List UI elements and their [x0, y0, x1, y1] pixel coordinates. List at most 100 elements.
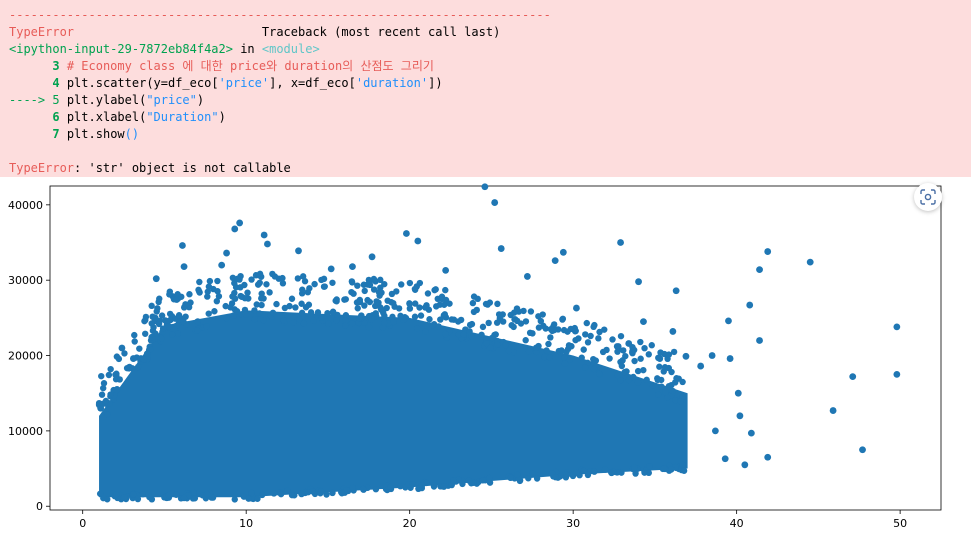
scatter-point [406, 279, 414, 287]
scatter-point [342, 312, 350, 319]
scatter-point [97, 404, 105, 412]
scatter-point [310, 317, 317, 324]
scatter-point [893, 323, 901, 331]
scatter-point [273, 300, 280, 308]
scatter-point [756, 266, 763, 274]
y-tick-label: 40000 [8, 199, 43, 212]
scatter-point [359, 485, 367, 493]
scatter-point [416, 279, 424, 287]
scatter-point [281, 304, 289, 312]
scatter-point [491, 199, 499, 206]
scatter-point [361, 287, 368, 295]
scatter-point [242, 311, 250, 318]
scatter-point [96, 490, 104, 497]
scatter-point [406, 305, 414, 312]
scatter-point [258, 491, 266, 499]
scatter-point [422, 328, 429, 335]
plot-svg: 0 10 20 30 40 50 0 10000 20000 30000 40000 [8, 183, 942, 530]
scatter-point [669, 387, 676, 395]
scatter-point [641, 469, 648, 476]
scatter-point [493, 319, 501, 326]
scatter-point [113, 386, 121, 393]
scatter-point [550, 321, 558, 328]
scatter-point [195, 286, 202, 294]
scatter-point [104, 496, 111, 503]
scatter-point [165, 323, 173, 330]
scatter-point [725, 317, 732, 325]
scatter-point [488, 334, 496, 342]
scatter-point [258, 290, 265, 297]
scatter-point [665, 351, 673, 358]
scatter-point [213, 297, 221, 305]
scatter-point [279, 280, 287, 287]
scatter-point [726, 355, 734, 362]
scatter-point [390, 318, 397, 326]
scatter-point [139, 491, 146, 498]
x-tick-label: 10 [239, 517, 253, 530]
scatter-point [365, 312, 373, 320]
scatter-point [561, 354, 568, 362]
code-token: ) [218, 110, 226, 124]
scatter-point [333, 317, 340, 324]
scatter-point [180, 494, 188, 502]
scatter-point [599, 348, 607, 356]
scatter-point [330, 309, 337, 316]
scatter-point [292, 304, 299, 311]
blank-line [9, 143, 971, 160]
scatter-point [356, 314, 363, 322]
scatter-point [349, 263, 356, 271]
y-tick-label: 20000 [8, 350, 43, 363]
scatter-point [648, 342, 655, 349]
scatter-point [146, 493, 153, 501]
scatter-point [495, 311, 503, 318]
scatter-point [533, 344, 540, 351]
scatter-point [329, 489, 336, 497]
scatter-point [632, 470, 639, 477]
scatter-point [397, 483, 404, 490]
scatter-point [231, 295, 239, 302]
scatter-point [342, 317, 349, 324]
scatter-point [468, 480, 475, 487]
code-token: plt [66, 93, 89, 107]
scatter-point [318, 276, 325, 284]
scatter-point [372, 486, 380, 493]
scatter-point [149, 313, 156, 320]
scatter-point [113, 353, 121, 360]
scatter-point [469, 299, 477, 307]
dense-point-cloud [99, 310, 688, 498]
scatter-point [348, 278, 356, 285]
scatter-point [311, 280, 318, 288]
scatter-point [543, 347, 550, 354]
scatter-point [233, 308, 241, 315]
scatter-point [473, 306, 480, 314]
scatter-point [645, 351, 652, 358]
scatter-point [849, 373, 857, 381]
error-message-line: TypeError: 'str' object is not callable [9, 160, 971, 177]
scatter-point [304, 488, 312, 496]
scatter-point [140, 356, 148, 363]
scatter-point [583, 319, 590, 327]
scatter-point [595, 335, 602, 342]
code-string: 'duration' [355, 76, 429, 90]
x-tick-label: 0 [79, 517, 86, 530]
scatter-point [284, 312, 292, 319]
scatter-point [237, 292, 244, 300]
scatter-point [432, 286, 439, 293]
scatter-point [186, 291, 193, 298]
scatter-point [300, 320, 308, 327]
screenshot-button[interactable] [914, 183, 942, 211]
scatter-point [398, 281, 405, 288]
scatter-point [104, 411, 111, 418]
scatter-point [660, 465, 668, 472]
scatter-point [523, 273, 531, 280]
scatter-point [649, 382, 657, 389]
scatter-point [349, 484, 357, 491]
scatter-point [426, 316, 433, 323]
scatter-point [551, 257, 559, 264]
scatter-point [437, 316, 444, 323]
scatter-point [613, 343, 621, 350]
scatter-point [194, 327, 201, 334]
scatter-point [540, 322, 547, 330]
x-tick-label: 30 [566, 517, 580, 530]
scatter-point [413, 325, 421, 332]
